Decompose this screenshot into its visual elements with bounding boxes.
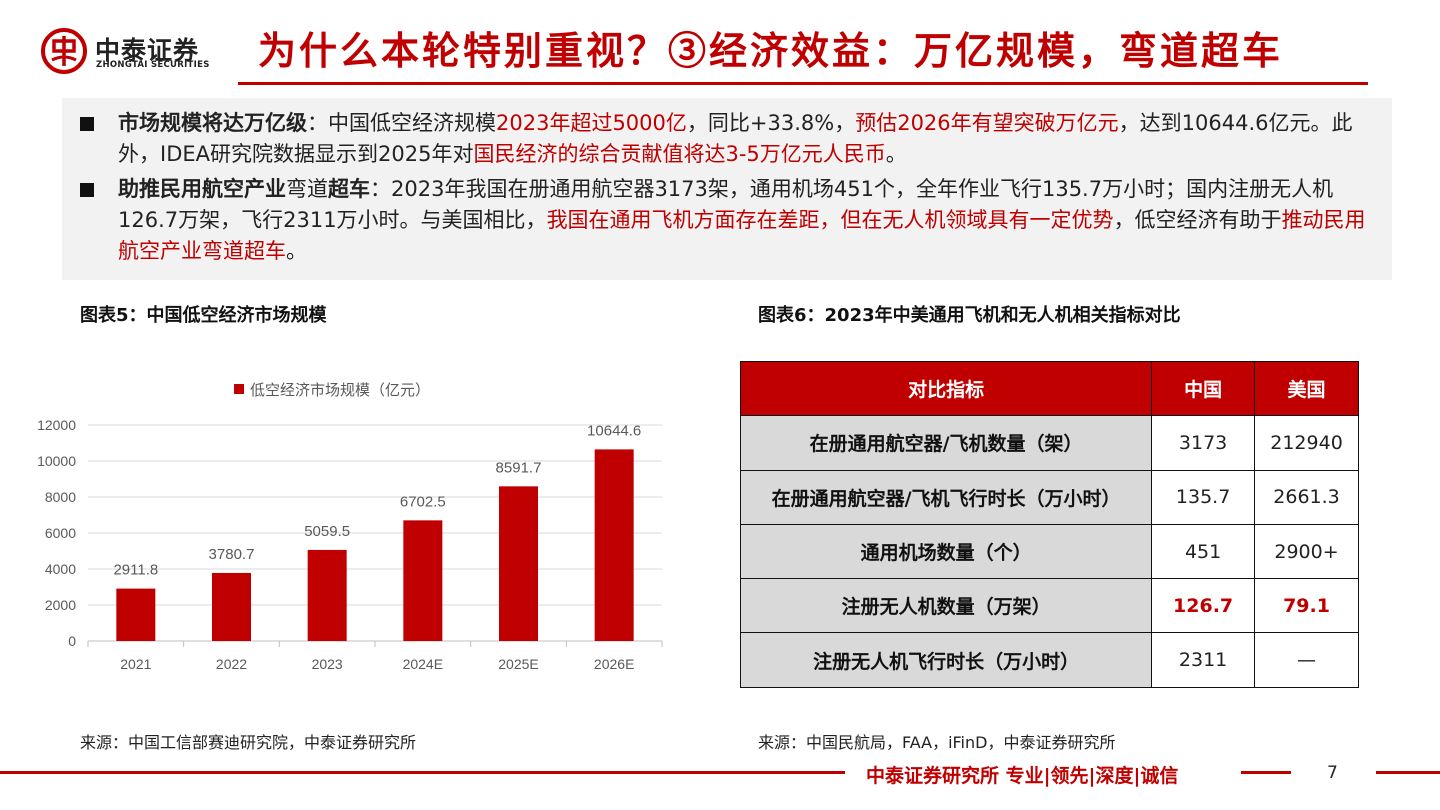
y-tick-label: 6000 [45,525,76,541]
china-value-cell: 2311 [1151,632,1256,688]
usa-value-cell: 2661.3 [1254,469,1359,525]
bullet-highlight: 2023年超过5000亿 [496,111,687,135]
bullet-lead: 助推民用航空产业 [118,177,286,201]
metric-cell: 在册通用航空器/飞机数量（架） [739,415,1153,471]
x-tick-label: 2023 [312,656,343,672]
x-tick-label: 2024E [403,656,443,672]
footer-slogan: 中泰证券研究所 专业|领先|深度|诚信 [866,765,1179,787]
bullet-text: ，低空经济有助于 [1113,208,1282,232]
bullet-text: ，同比+33.8%， [686,111,856,135]
y-tick-label: 0 [68,633,76,649]
figure5-source: 来源：中国工信部赛迪研究院，中泰证券研究所 [80,733,417,752]
bar [212,572,251,641]
figure6-source: 来源：中国民航局，FAA，iFinD，中泰证券研究所 [758,733,1116,752]
legend-label: 低空经济市场规模（亿元） [250,381,430,399]
metric-cell: 通用机场数量（个） [739,523,1153,580]
metric-cell: 在册通用航空器/飞机飞行时长（万小时） [739,469,1153,525]
bullet-highlight: 我国在通用飞机方面存在差距，但在无人机领域具有一定优势 [546,208,1114,232]
bar [307,549,347,641]
y-tick-label: 8000 [45,489,76,505]
table-row: 在册通用航空器/飞机数量（架） 3173 212940 [739,415,1359,471]
x-tick-label: 2025E [498,656,538,672]
square-bullet-icon [80,183,94,197]
china-value-cell: 135.7 [1151,469,1256,525]
usa-value-cell: 212940 [1254,415,1359,471]
china-value-cell: 3173 [1151,415,1256,471]
header-usa: 美国 [1254,360,1359,417]
bar [116,588,156,641]
footer-divider [1376,771,1440,774]
bullet-text: 。 [885,142,907,166]
logo-cn-text: 中泰证券 [95,36,200,65]
page-title: 为什么本轮特别重视？③经济效益：万亿规模，弯道超车 [258,28,1284,73]
data-label: 5059.5 [304,523,350,540]
table-row: 注册无人机飞行时长（万小时） 2311 — [739,632,1359,688]
china-value-cell: 126.7 [1151,578,1256,634]
bullet-highlight: 国民经济的综合贡献值将达3-5万亿元人民币 [473,142,886,166]
data-label: 8591.7 [496,459,542,476]
bar [403,520,443,641]
bullet-lead: 超车 [328,177,370,201]
bullet-text: 弯道 [286,177,328,201]
footer-divider [0,771,845,774]
bullet-text: 。 [286,239,307,263]
metric-cell: 注册无人机数量（万架） [739,578,1153,634]
table-row: 通用机场数量（个） 451 2900+ [739,523,1359,580]
logo-en-text: ZHONGTAI SECURITIES [96,60,210,70]
footer-divider [1241,771,1291,774]
x-tick-label: 2021 [120,656,151,672]
usa-value-cell: 2900+ [1254,523,1359,580]
bar [594,449,634,641]
header-metric: 对比指标 [739,360,1153,417]
table-header-row: 对比指标 中国 美国 [739,360,1359,417]
summary-panel: 市场规模将达万亿级：中国低空经济规模2023年超过5000亿，同比+33.8%，… [62,98,1392,280]
usa-value-cell: — [1254,632,1359,688]
bullet-text: ：2023年我国在册通用航空器3173架，通用机场451个，全年作业飞行135.… [118,177,1334,232]
y-tick-label: 2000 [45,597,76,613]
bar [499,486,538,641]
data-label: 10644.6 [587,422,641,439]
data-label: 3780.7 [209,546,255,563]
summary-bullet-market-size: 市场规模将达万亿级：中国低空经济规模2023年超过5000亿，同比+33.8%，… [78,108,1378,170]
square-bullet-icon [80,117,94,131]
x-tick-label: 2022 [216,656,247,672]
table-row: 在册通用航空器/飞机飞行时长（万小时） 135.7 2661.3 [739,469,1359,525]
market-size-bar-chart: 0 2000 4000 6000 8000 10000 12000 2911.8 2021 378… [37,381,663,672]
header-china: 中国 [1151,360,1256,417]
metric-cell: 注册无人机飞行时长（万小时） [739,632,1153,688]
bullet-text: ，达到10644.6亿元。此外，IDEA研究院数据显示到2025年对 [118,111,1353,166]
title-divider [238,82,1368,85]
usa-value-cell: 79.1 [1254,578,1359,634]
x-tick-label: 2026E [594,656,634,672]
bullet-text: ：中国低空经济规模 [307,111,496,135]
y-tick-label: 10000 [37,453,76,469]
bullet-highlight: 推动民用航空产业弯道超车 [118,208,1366,263]
table-row: 注册无人机数量（万架） 126.7 79.1 [739,578,1359,634]
comparison-table: 对比指标 中国 美国 在册通用航空器/飞机数量（架） 3173 212940 在… [739,360,1359,688]
figure5-title: 图表5：中国低空经济市场规模 [80,305,327,326]
legend-swatch [234,384,244,394]
y-tick-label: 12000 [37,417,76,433]
bullet-lead: 市场规模将达万亿级 [118,111,307,135]
zhongtai-logo-icon [41,28,87,74]
figure6-title: 图表6：2023年中美通用飞机和无人机相关指标对比 [758,305,1181,326]
data-label: 6702.5 [400,493,446,510]
data-label: 2911.8 [113,562,158,579]
bullet-highlight: 预估2026年有望突破万亿元 [855,111,1119,135]
china-value-cell: 451 [1151,523,1256,580]
company-logo: 中泰证券 ZHONGTAI SECURITIES [40,27,220,75]
summary-bullet-aviation: 助推民用航空产业弯道超车：2023年我国在册通用航空器3173架，通用机场451… [78,174,1378,267]
y-tick-label: 4000 [45,561,76,577]
page-number: 7 [1327,763,1338,783]
